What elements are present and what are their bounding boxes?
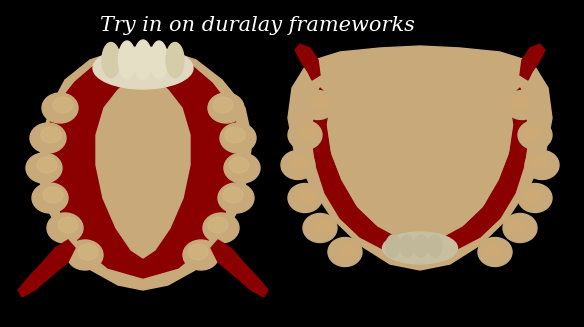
Polygon shape <box>328 69 512 242</box>
Ellipse shape <box>188 244 208 260</box>
Ellipse shape <box>119 41 135 79</box>
Ellipse shape <box>26 153 62 183</box>
Polygon shape <box>46 52 240 278</box>
Ellipse shape <box>518 121 552 149</box>
Ellipse shape <box>37 157 57 173</box>
Ellipse shape <box>386 235 400 257</box>
Ellipse shape <box>41 127 61 143</box>
Text: Try in on duralay frameworks: Try in on duralay frameworks <box>99 16 415 35</box>
Ellipse shape <box>291 156 311 170</box>
Ellipse shape <box>339 243 357 257</box>
Polygon shape <box>520 44 545 80</box>
Ellipse shape <box>166 43 184 77</box>
Ellipse shape <box>208 93 244 123</box>
Ellipse shape <box>288 121 322 149</box>
Ellipse shape <box>43 187 63 203</box>
Ellipse shape <box>503 214 537 243</box>
Ellipse shape <box>220 123 256 153</box>
Ellipse shape <box>225 127 245 143</box>
Ellipse shape <box>383 232 457 264</box>
Ellipse shape <box>218 183 254 213</box>
Ellipse shape <box>208 217 228 233</box>
Ellipse shape <box>183 240 219 270</box>
Ellipse shape <box>151 41 168 79</box>
Ellipse shape <box>525 150 559 180</box>
Ellipse shape <box>288 183 322 213</box>
Ellipse shape <box>509 95 529 111</box>
Ellipse shape <box>224 153 260 183</box>
Ellipse shape <box>134 40 152 80</box>
Ellipse shape <box>523 126 541 141</box>
Ellipse shape <box>507 218 527 233</box>
Ellipse shape <box>303 214 337 243</box>
Polygon shape <box>288 46 552 270</box>
Ellipse shape <box>400 235 414 257</box>
Ellipse shape <box>298 188 318 203</box>
Ellipse shape <box>78 244 98 260</box>
Ellipse shape <box>428 235 442 257</box>
Ellipse shape <box>505 91 539 119</box>
Ellipse shape <box>47 213 83 243</box>
Ellipse shape <box>518 183 552 213</box>
Ellipse shape <box>523 188 541 203</box>
Ellipse shape <box>414 235 428 257</box>
Ellipse shape <box>223 187 243 203</box>
Polygon shape <box>312 88 528 255</box>
Ellipse shape <box>30 123 66 153</box>
Ellipse shape <box>32 183 68 213</box>
Ellipse shape <box>530 156 548 170</box>
Ellipse shape <box>93 47 193 89</box>
Polygon shape <box>18 240 75 297</box>
Ellipse shape <box>203 213 239 243</box>
Ellipse shape <box>102 43 120 77</box>
Ellipse shape <box>298 126 318 141</box>
Ellipse shape <box>58 217 78 233</box>
Ellipse shape <box>478 237 512 267</box>
Polygon shape <box>38 47 252 290</box>
Ellipse shape <box>301 91 335 119</box>
Ellipse shape <box>314 218 332 233</box>
Ellipse shape <box>67 240 103 270</box>
Ellipse shape <box>229 157 249 173</box>
Ellipse shape <box>328 237 362 267</box>
Ellipse shape <box>311 95 331 111</box>
Polygon shape <box>211 240 268 297</box>
Ellipse shape <box>281 150 315 180</box>
Ellipse shape <box>213 97 233 113</box>
Polygon shape <box>295 44 320 80</box>
Polygon shape <box>96 76 190 258</box>
Ellipse shape <box>53 97 73 113</box>
Ellipse shape <box>482 243 502 257</box>
Ellipse shape <box>42 93 78 123</box>
